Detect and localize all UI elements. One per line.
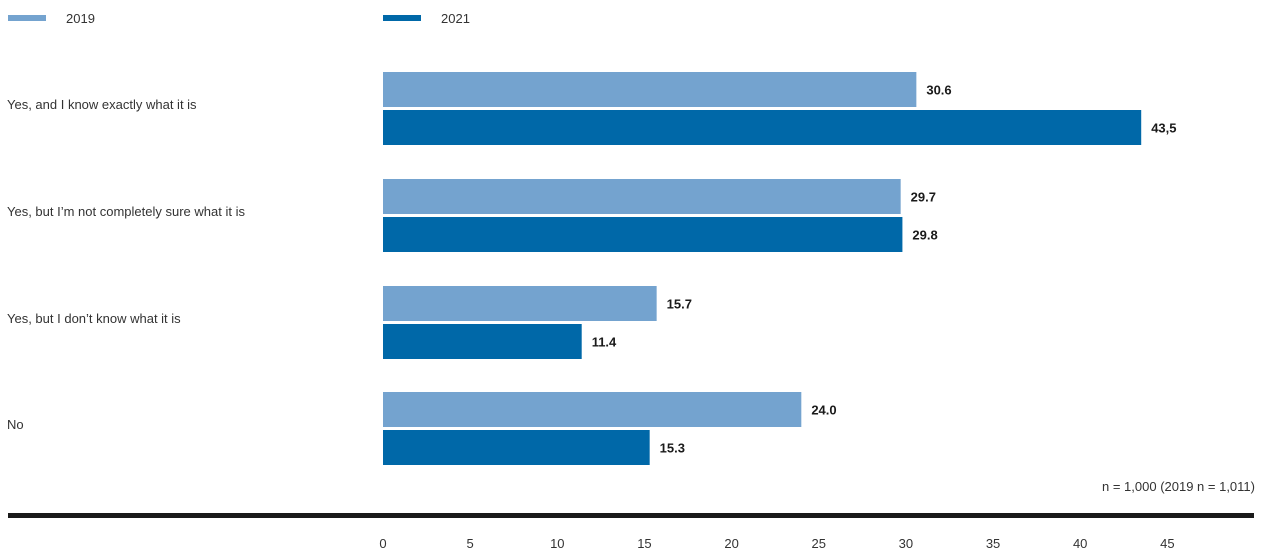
- x-tick-label: 20: [724, 536, 738, 551]
- category-label: Yes, but I don’t know what it is: [7, 311, 181, 326]
- data-label-2019: 24.0: [811, 403, 836, 418]
- bar-2019: [383, 286, 657, 321]
- sample-size-note: n = 1,000 (2019 n = 1,011): [1102, 479, 1255, 494]
- category-label: Yes, and I know exactly what it is: [7, 97, 197, 112]
- x-tick-label: 35: [986, 536, 1000, 551]
- bars: [383, 72, 1142, 465]
- legend: 2019 2021: [8, 11, 470, 26]
- category-label: No: [7, 417, 24, 432]
- bar-2021: [383, 110, 1142, 145]
- x-tick-label: 25: [812, 536, 826, 551]
- legend-label-2019: 2019: [66, 11, 95, 26]
- legend-swatch-2019: [8, 15, 46, 21]
- bar-2021: [383, 430, 650, 465]
- x-tick-label: 40: [1073, 536, 1087, 551]
- x-axis-ticks: 0 5 10 15 20 25 30 35 40 45: [379, 536, 1174, 551]
- data-label-2021: 29.8: [912, 228, 937, 243]
- bar-2021: [383, 324, 582, 359]
- data-label-2021: 11.4: [592, 335, 617, 350]
- bar-2019: [383, 392, 802, 427]
- x-tick-label: 0: [379, 536, 386, 551]
- legend-label-2021: 2021: [441, 11, 470, 26]
- x-tick-label: 30: [899, 536, 913, 551]
- bar-2019: [383, 179, 901, 214]
- x-tick-label: 5: [467, 536, 474, 551]
- data-label-2019: 30.6: [926, 83, 951, 98]
- x-axis-line: [8, 513, 1254, 518]
- data-label-2019: 15.7: [667, 297, 692, 312]
- category-label: Yes, but I’m not completely sure what it…: [7, 204, 245, 219]
- data-label-2019: 29.7: [911, 190, 936, 205]
- data-labels: 30.6 29.7 15.7 24.0 43,5 29.8 11.4 15.3: [592, 83, 1177, 456]
- category-labels: Yes, and I know exactly what it is Yes, b…: [7, 97, 245, 432]
- x-tick-label: 15: [637, 536, 651, 551]
- legend-swatch-2021: [383, 15, 421, 21]
- x-tick-label: 45: [1160, 536, 1174, 551]
- data-label-2021: 15.3: [660, 441, 685, 456]
- x-tick-label: 10: [550, 536, 564, 551]
- bar-2019: [383, 72, 917, 107]
- bar-2021: [383, 217, 903, 252]
- data-label-2021: 43,5: [1151, 121, 1176, 136]
